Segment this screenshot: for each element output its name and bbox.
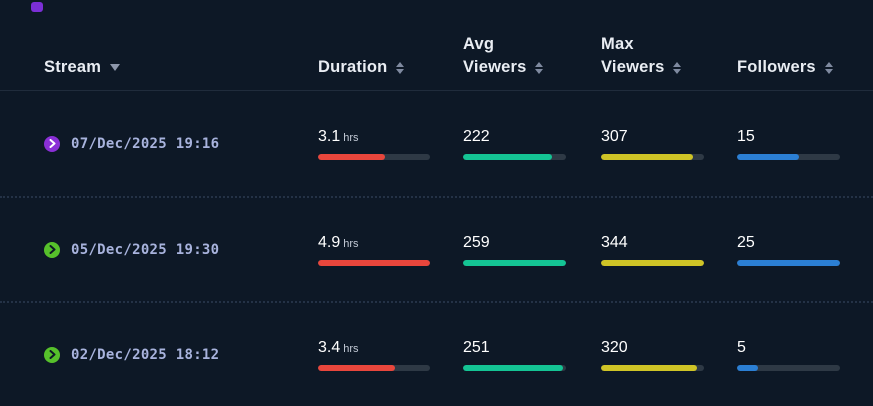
expand-stream-icon[interactable] (44, 241, 60, 258)
column-header-avg-label-top: Avg (463, 35, 495, 53)
duration-bar-fill (318, 153, 386, 160)
max-viewers-bar-track (601, 153, 704, 160)
followers-bar-fill (737, 153, 799, 160)
avg-viewers-bar-fill (463, 364, 563, 371)
followers-bar-track (737, 259, 840, 266)
followers-value: 25 (737, 233, 755, 251)
expand-stream-icon[interactable] (44, 346, 60, 363)
followers-value: 15 (737, 127, 755, 145)
max-viewers-cell: 320 (601, 339, 737, 371)
duration-value: 3.1 (318, 127, 341, 145)
sort-descending-icon[interactable] (110, 64, 121, 71)
duration-unit: hrs (343, 342, 359, 355)
avg-viewers-bar-track (463, 153, 566, 160)
max-viewers-bar-fill (601, 364, 697, 371)
duration-bar-fill (318, 259, 430, 266)
stream-date[interactable]: 05/Dec/2025 19:30 (71, 241, 220, 258)
stream-date[interactable]: 02/Dec/2025 18:12 (71, 346, 220, 363)
max-viewers-bar-fill (601, 153, 693, 160)
followers-bar-fill (737, 259, 840, 266)
max-viewers-cell: 344 (601, 234, 737, 266)
avg-viewers-value: 259 (463, 233, 490, 251)
stream-link[interactable]: 05/Dec/2025 19:30 (44, 241, 318, 258)
column-header-duration-label: Duration (318, 58, 388, 76)
followers-bar-fill (737, 364, 758, 371)
duration-value: 3.4 (318, 338, 341, 356)
avg-viewers-cell: 222 (463, 128, 601, 160)
avg-viewers-bar-track (463, 364, 566, 371)
sort-icon[interactable] (396, 61, 405, 74)
followers-cell: 15 (737, 128, 873, 160)
duration-bar-track (318, 153, 430, 160)
avg-viewers-bar-track (463, 259, 566, 266)
duration-cell: 3.1 hrs (318, 128, 463, 160)
table-row[interactable]: 05/Dec/2025 19:30 4.9 hrs 259 344 25 (0, 196, 873, 301)
chevron-right-icon (49, 245, 55, 254)
table-row[interactable]: 07/Dec/2025 19:16 3.1 hrs 222 307 15 (0, 91, 873, 196)
max-viewers-bar-fill (601, 259, 704, 266)
column-header-max-viewers[interactable]: Max Viewers (601, 35, 737, 77)
duration-bar-fill (318, 364, 396, 371)
max-viewers-value: 320 (601, 338, 628, 356)
column-header-max-label-bottom: Viewers (601, 58, 665, 76)
followers-value: 5 (737, 338, 746, 356)
column-header-duration[interactable]: Duration (318, 58, 463, 77)
max-viewers-cell: 307 (601, 128, 737, 160)
duration-bar-track (318, 259, 430, 266)
duration-cell: 4.9 hrs (318, 234, 463, 266)
table-header-row: Stream Duration Avg Viewers Max Viewers (0, 0, 873, 91)
stream-date[interactable]: 07/Dec/2025 19:16 (71, 135, 220, 152)
avg-viewers-bar-fill (463, 153, 552, 160)
column-header-followers-label: Followers (737, 58, 816, 76)
column-header-stream-label: Stream (44, 58, 102, 76)
followers-bar-track (737, 364, 840, 371)
duration-value: 4.9 (318, 233, 341, 251)
sort-icon[interactable] (535, 61, 544, 74)
column-header-max-label-top: Max (601, 35, 634, 53)
followers-cell: 5 (737, 339, 873, 371)
sort-icon[interactable] (673, 61, 682, 74)
max-viewers-bar-track (601, 259, 704, 266)
chevron-right-icon (49, 139, 55, 148)
max-viewers-value: 307 (601, 127, 628, 145)
avg-viewers-cell: 251 (463, 339, 601, 371)
max-viewers-bar-track (601, 364, 704, 371)
avg-viewers-value: 251 (463, 338, 490, 356)
column-header-stream[interactable]: Stream (44, 58, 318, 77)
duration-unit: hrs (343, 131, 359, 144)
avg-viewers-cell: 259 (463, 234, 601, 266)
duration-cell: 3.4 hrs (318, 339, 463, 371)
chevron-right-icon (49, 350, 55, 359)
sort-icon[interactable] (824, 61, 833, 74)
stream-link[interactable]: 02/Dec/2025 18:12 (44, 346, 318, 363)
followers-cell: 25 (737, 234, 873, 266)
expand-stream-icon[interactable] (44, 135, 60, 152)
decorative-dot (31, 2, 43, 12)
stream-link[interactable]: 07/Dec/2025 19:16 (44, 135, 318, 152)
followers-bar-track (737, 153, 840, 160)
duration-unit: hrs (343, 237, 359, 250)
column-header-avg-label-bottom: Viewers (463, 58, 527, 76)
max-viewers-value: 344 (601, 233, 628, 251)
avg-viewers-value: 222 (463, 127, 490, 145)
duration-bar-track (318, 364, 430, 371)
table-row[interactable]: 02/Dec/2025 18:12 3.4 hrs 251 320 5 (0, 301, 873, 406)
column-header-avg-viewers[interactable]: Avg Viewers (463, 35, 601, 77)
column-header-followers[interactable]: Followers (737, 58, 873, 77)
avg-viewers-bar-fill (463, 259, 566, 266)
